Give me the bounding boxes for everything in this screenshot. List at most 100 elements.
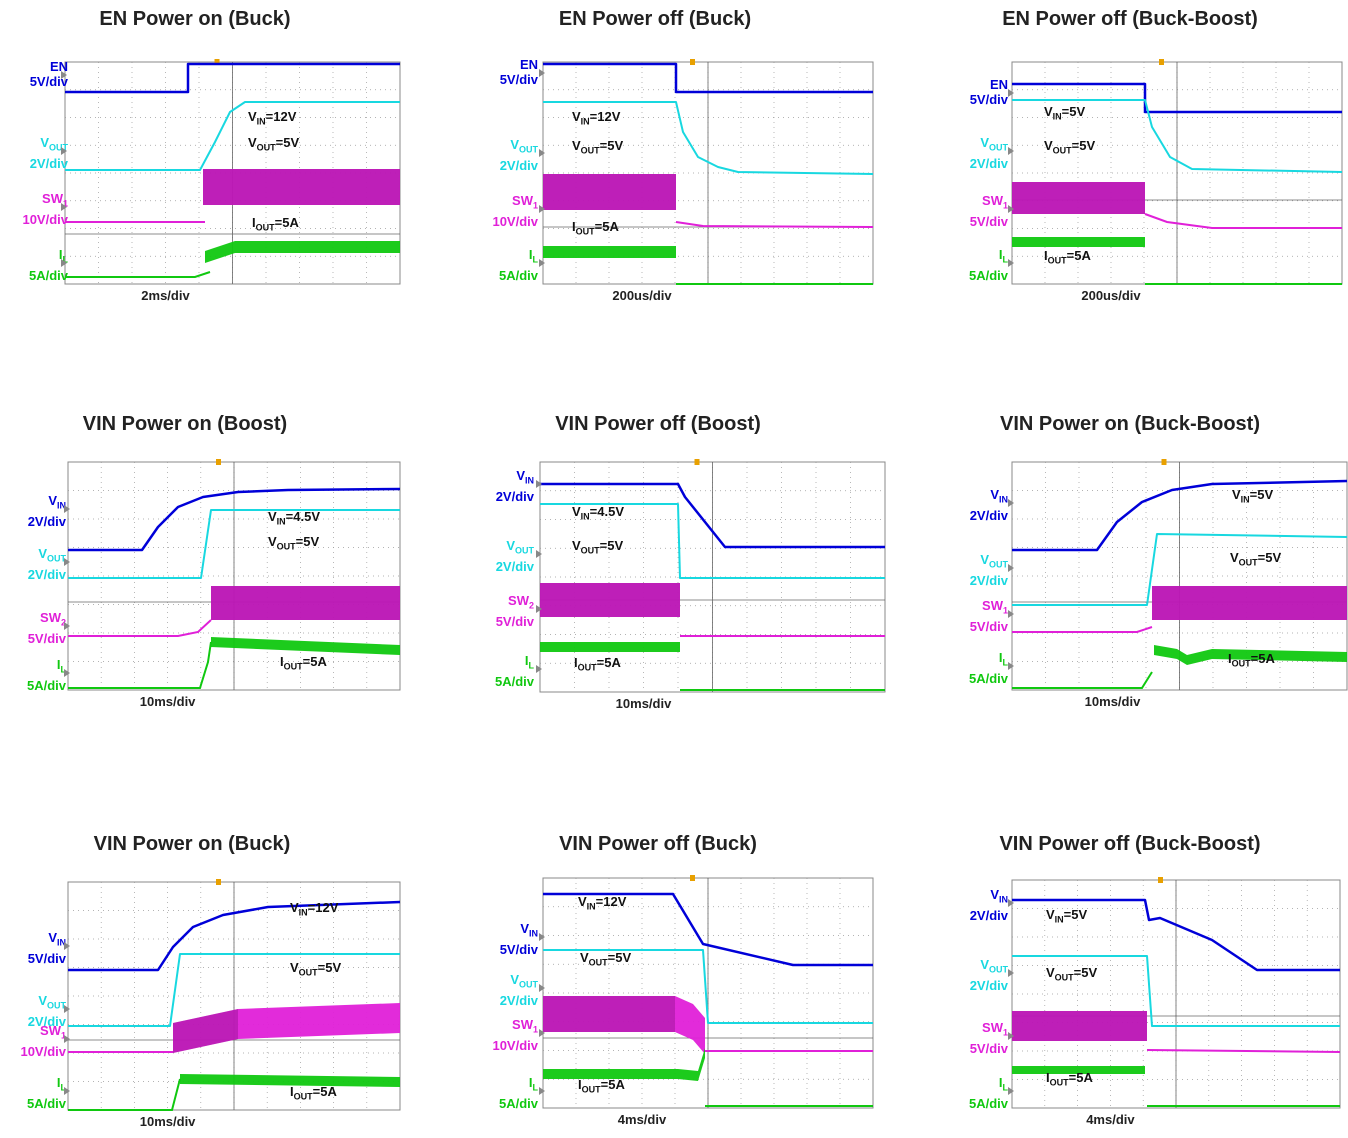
- annotation-symbol: V: [572, 538, 581, 553]
- annotation-subscript: OUT: [575, 226, 595, 237]
- trace-blue: [1012, 82, 1342, 114]
- channel-marker-icon: [536, 665, 542, 673]
- annotation-value: =5V: [599, 138, 624, 153]
- annotation-subscript: OUT: [1049, 1077, 1069, 1088]
- channel-scale: 2V/div: [969, 977, 1008, 993]
- annotation-subscript: OUT: [1231, 658, 1251, 669]
- channel-name: I: [58, 247, 63, 262]
- channel-scale: 5A/div: [494, 673, 534, 689]
- annotation-subscript: OUT: [588, 957, 608, 968]
- channel-label-ch_cyan: VOUT 2V/div: [28, 546, 66, 582]
- annotation-value: =5V: [1257, 550, 1282, 565]
- channel-scale: 5A/div: [968, 267, 1008, 283]
- channel-label-ch_mag: SW1 5V/div: [970, 1020, 1008, 1056]
- trace-cyan: [1012, 533, 1348, 606]
- timebase-label: 10ms/div: [139, 694, 196, 709]
- trace-mag-shade: [173, 1009, 238, 1053]
- annotation-out: IOUT=5A: [578, 1077, 625, 1095]
- channel-label-ch_green: IL 5A/div: [499, 247, 538, 283]
- annotation-value: =5A: [1068, 1070, 1093, 1085]
- annotation-value: =12V: [307, 900, 339, 915]
- annotation-out: VOUT=5V: [1046, 965, 1097, 983]
- annotation-out: IOUT=5A: [572, 219, 619, 237]
- channel-label-ch_green: IL 5A/div: [27, 1075, 66, 1111]
- channel-scale: 5V/div: [29, 74, 68, 89]
- trace-cyan: [540, 503, 885, 579]
- annotation-symbol: I: [574, 655, 578, 670]
- trace-green-level: [65, 271, 211, 278]
- channel-name: EN: [49, 59, 68, 74]
- channel-name: V: [38, 993, 47, 1008]
- trigger-marker-icon: [216, 879, 221, 885]
- channel-marker-icon: [64, 558, 70, 566]
- annotation-value: =5V: [1063, 907, 1088, 922]
- trigger-marker-icon: [1159, 59, 1164, 65]
- annotation-value: =5V: [599, 538, 624, 553]
- channel-marker-icon: [1008, 610, 1014, 618]
- trace-mag-shade: [1152, 586, 1347, 620]
- channel-marker-icon: [539, 259, 545, 267]
- channel-scale: 5V/div: [499, 72, 538, 87]
- channel-name: V: [506, 538, 515, 553]
- annotation-out: VOUT=5V: [290, 960, 341, 978]
- timebase-label: 10ms/div: [1084, 694, 1141, 709]
- panel-title: VIN Power on (Buck-Boost): [999, 413, 1260, 435]
- annotation-subscript: OUT: [1054, 972, 1074, 983]
- panel-title: VIN Power off (Buck): [559, 833, 757, 855]
- trace-blue: [540, 482, 885, 549]
- channel-marker-icon: [536, 550, 542, 558]
- annotation-out: VOUT=5V: [1230, 550, 1281, 568]
- channel-marker-icon: [64, 669, 70, 677]
- annotation-value: =4.5V: [589, 504, 625, 519]
- annotation-symbol: I: [252, 215, 256, 230]
- channel-marker-icon: [64, 1087, 70, 1095]
- channel-scale: 10V/div: [20, 1043, 66, 1059]
- annotation-value: =5V: [1073, 965, 1098, 980]
- annotation-subscript: OUT: [1047, 255, 1067, 266]
- panel-title: VIN Power off (Boost): [555, 413, 761, 435]
- channel-name: V: [40, 135, 49, 150]
- annotation-symbol: V: [248, 109, 257, 124]
- channel-scale: 5A/div: [26, 677, 66, 693]
- annotation-out: IOUT=5A: [1228, 651, 1275, 669]
- channel-scale: 5V/div: [969, 1040, 1008, 1056]
- annotation-value: =5V: [607, 950, 632, 965]
- channel-scale: 2V/div: [495, 558, 534, 574]
- trace-green-switching: [180, 1074, 400, 1087]
- channel-name: V: [980, 957, 989, 972]
- panel-title: EN Power on (Buck): [99, 8, 291, 30]
- channel-scale: 5V/div: [499, 941, 538, 957]
- trace-green-level: [1012, 671, 1153, 689]
- channel-scale: 5V/div: [495, 613, 534, 629]
- annotation-value: =5A: [600, 1077, 625, 1092]
- channel-subscript: OUT: [519, 979, 538, 990]
- annotation-in: VIN=4.5V: [268, 509, 320, 527]
- trace-blue: [1012, 479, 1348, 552]
- trace-cyan: [543, 101, 874, 175]
- channel-marker-icon: [1008, 89, 1014, 97]
- channel-scale: 2V/div: [969, 572, 1008, 588]
- annotation-in: VIN=12V: [248, 109, 296, 127]
- panel-title: EN Power off (Buck): [558, 8, 752, 30]
- annotation-out: VOUT=5V: [248, 135, 299, 153]
- trace-cyan: [68, 509, 400, 579]
- channel-scale: 10V/div: [492, 1037, 538, 1053]
- trigger-marker-icon: [694, 459, 700, 465]
- channel-scale: 2V/div: [27, 1013, 66, 1029]
- channel-subscript: 1: [1002, 605, 1008, 616]
- channel-label-ch_mag: SW2 5V/div: [28, 610, 66, 646]
- channel-name: I: [998, 247, 1003, 262]
- channel-subscript: L: [528, 660, 535, 671]
- annotation-symbol: I: [578, 1077, 582, 1092]
- channel-marker-icon: [1008, 1087, 1014, 1095]
- trace-green-level: [68, 641, 212, 689]
- channel-scale: 5A/div: [28, 267, 68, 283]
- channel-scale: 2V/div: [27, 513, 66, 529]
- annotation-subscript: OUT: [298, 967, 318, 978]
- channel-subscript: OUT: [519, 144, 538, 155]
- trace-mag-shade: [540, 583, 680, 617]
- channel-label-ch_blue: EN 5V/div: [970, 77, 1008, 107]
- channel-subscript: OUT: [989, 142, 1008, 153]
- annotation-subscript: OUT: [276, 541, 296, 552]
- channel-label-ch_cyan: VOUT 2V/div: [500, 972, 538, 1008]
